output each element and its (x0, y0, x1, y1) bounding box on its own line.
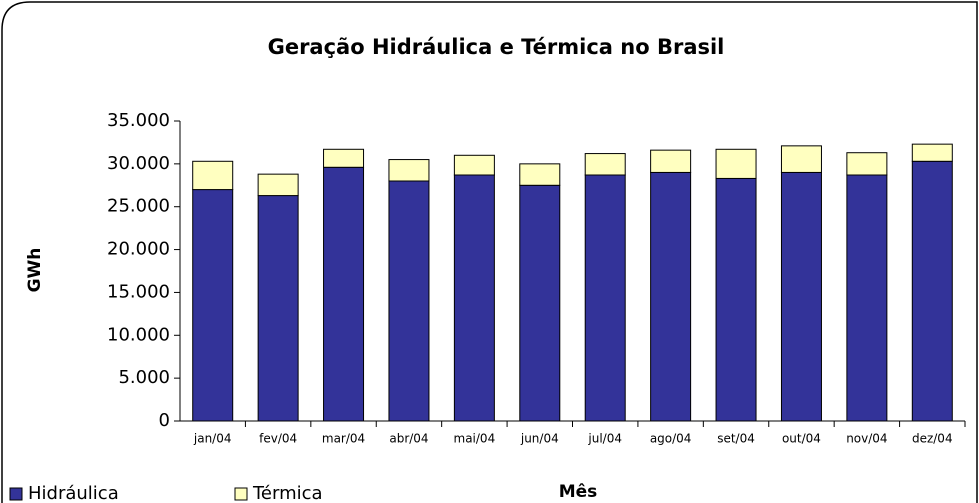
x-tick-label: jul/04 (587, 432, 622, 446)
bar-segment (584, 174, 626, 422)
y-tick-label: 5.000 (118, 367, 170, 388)
bar-segment (846, 152, 888, 176)
bar-segment (780, 171, 822, 422)
bar-segment (911, 143, 953, 162)
x-tick-label: mar/04 (322, 432, 365, 446)
bar-segment (846, 174, 888, 422)
x-tick-label: jan/04 (193, 432, 232, 446)
legend-swatch (234, 487, 248, 501)
bar-segment (257, 195, 299, 422)
legend-label: Hidráulica (28, 483, 119, 503)
x-tick-label: dez/04 (912, 432, 953, 446)
bar-segment (323, 148, 365, 168)
y-tick-label: 25.000 (107, 196, 170, 217)
bar-segment (519, 184, 561, 422)
legend-label: Térmica (252, 483, 323, 503)
bar-segment (650, 149, 692, 173)
bar-segment (323, 166, 365, 422)
bar-segment (453, 174, 495, 422)
x-tick-label: abr/04 (389, 432, 428, 446)
y-axis-label: GWh (25, 248, 45, 293)
bar-segment (780, 145, 822, 173)
bar-segment (388, 159, 430, 182)
y-tick-label: 10.000 (107, 324, 170, 345)
x-tick-label: set/04 (717, 432, 755, 446)
x-tick-label: out/04 (782, 432, 821, 446)
x-tick-label: mai/04 (454, 432, 496, 446)
x-tick-label: jun/04 (520, 432, 559, 446)
bar-segment (650, 171, 692, 422)
bar-segment (453, 154, 495, 176)
bar-segment (192, 160, 234, 191)
x-tick-label: ago/04 (650, 432, 692, 446)
y-tick-label: 30.000 (107, 153, 170, 174)
x-tick-label: fev/04 (259, 432, 297, 446)
chart-title: Geração Hidráulica e Térmica no Brasil (268, 35, 725, 59)
y-tick-label: 20.000 (107, 239, 170, 260)
bar-segment (192, 189, 234, 422)
bar-segment (584, 153, 626, 176)
bar-segment (388, 180, 430, 422)
y-tick-label: 15.000 (107, 281, 170, 302)
bar-segment (911, 160, 953, 422)
y-tick-label: 0 (159, 410, 170, 431)
legend-swatch (9, 487, 23, 501)
bar-segment (519, 163, 561, 186)
bar-segment (715, 177, 757, 422)
bar-segment (715, 148, 757, 179)
x-tick-label: nov/04 (846, 432, 887, 446)
bar-segment (257, 173, 299, 197)
y-tick-label: 35.000 (107, 110, 170, 131)
x-axis-label: Mês (559, 482, 598, 502)
